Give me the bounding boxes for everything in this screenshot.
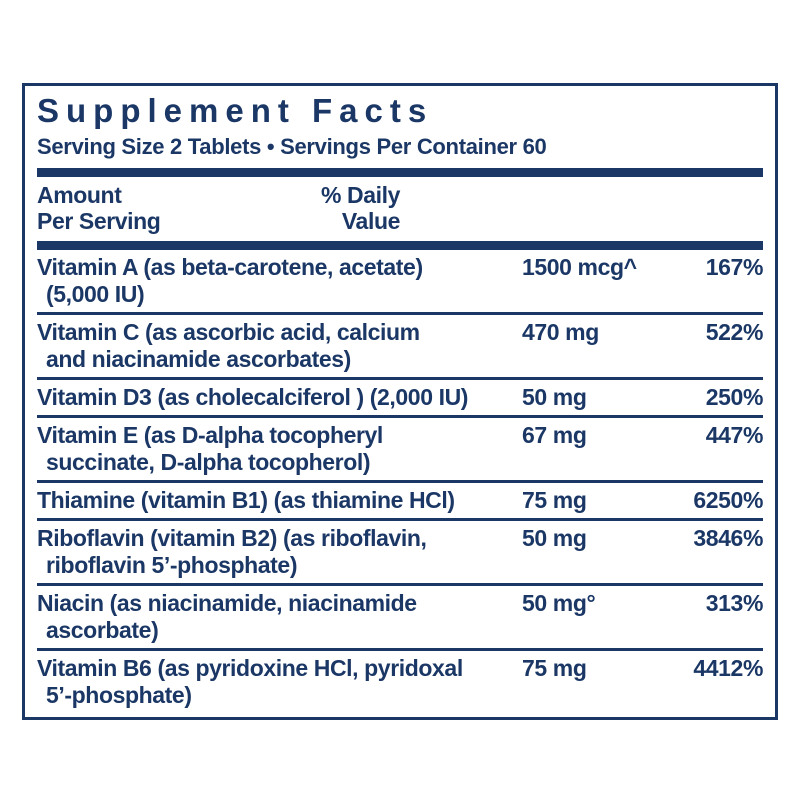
divider [37, 518, 763, 521]
nutrient-percent: 313% [705, 590, 764, 616]
nutrient-amount: 470 mg [522, 319, 599, 345]
daily-header-line1: % Daily [320, 182, 400, 208]
nutrient-percent: 6250% [693, 487, 763, 513]
nutrient-row-thiamine: Thiamine (vitamin B1) (as thiamine HCl) … [37, 483, 763, 518]
nutrient-amount: 50 mg° [522, 590, 596, 616]
nutrient-row-vitamin-a: Vitamin A (as beta-carotene, acetate) (5… [37, 250, 763, 312]
nutrient-name: Riboflavin (vitamin B2) (as riboflavin, … [37, 525, 427, 578]
nutrient-percent: 4412% [693, 655, 763, 681]
amount-header-line2: Per Serving [37, 208, 161, 234]
daily-value-header: % Daily Value [237, 182, 400, 234]
nutrient-amount: 50 mg [522, 525, 587, 551]
nutrient-row-vitamin-d3: Vitamin D3 (as cholecalciferol ) (2,000 … [37, 380, 763, 415]
nutrient-name: Niacin (as niacinamide, niacinamide asco… [37, 590, 417, 643]
nutrient-amount: 50 mg [522, 384, 587, 410]
nutrient-name: Vitamin C (as ascorbic acid, calcium and… [37, 319, 420, 372]
divider [37, 480, 763, 483]
nutrient-percent: 250% [705, 384, 764, 410]
daily-header-line2: Value [341, 208, 401, 234]
nutrient-amount: 67 mg [522, 422, 587, 448]
amount-per-serving-header: Amount Per Serving [37, 182, 237, 234]
nutrient-percent: 167% [705, 254, 764, 280]
nutrient-name: Thiamine (vitamin B1) (as thiamine HCl) [37, 487, 455, 513]
nutrient-row-vitamin-e: Vitamin E (as D-alpha tocopheryl succina… [37, 418, 763, 480]
divider-thick-bottom [37, 241, 763, 250]
divider [37, 583, 763, 586]
nutrient-percent: 522% [705, 319, 764, 345]
column-header-row: Amount Per Serving % Daily Value [37, 177, 763, 241]
nutrient-row-niacin: Niacin (as niacinamide, niacinamide asco… [37, 586, 763, 648]
nutrient-row-riboflavin: Riboflavin (vitamin B2) (as riboflavin, … [37, 521, 763, 583]
nutrient-name: Vitamin A (as beta-carotene, acetate) (5… [37, 254, 423, 307]
nutrient-amount: 75 mg [522, 655, 587, 681]
divider [37, 415, 763, 418]
nutrient-name: Vitamin E (as D-alpha tocopheryl succina… [37, 422, 383, 475]
divider-thick-top [37, 168, 763, 177]
divider [37, 312, 763, 315]
label-title: Supplement Facts [37, 92, 434, 129]
nutrient-amount: 1500 mcg^ [522, 254, 637, 280]
amount-header-line1: Amount [37, 182, 122, 208]
divider [37, 648, 763, 651]
serving-size-line: Serving Size 2 Tablets • Servings Per Co… [37, 134, 547, 159]
nutrient-name: Vitamin D3 (as cholecalciferol ) (2,000 … [37, 384, 469, 410]
divider [37, 377, 763, 380]
nutrient-row-vitamin-c: Vitamin C (as ascorbic acid, calcium and… [37, 315, 763, 377]
nutrient-percent: 447% [705, 422, 764, 448]
nutrient-row-vitamin-b6: Vitamin B6 (as pyridoxine HCl, pyridoxal… [37, 651, 763, 713]
nutrient-percent: 3846% [693, 525, 763, 551]
nutrient-name: Vitamin B6 (as pyridoxine HCl, pyridoxal… [37, 655, 463, 708]
nutrient-amount: 75 mg [522, 487, 587, 513]
supplement-facts-label: Supplement Facts Serving Size 2 Tablets … [22, 83, 778, 720]
